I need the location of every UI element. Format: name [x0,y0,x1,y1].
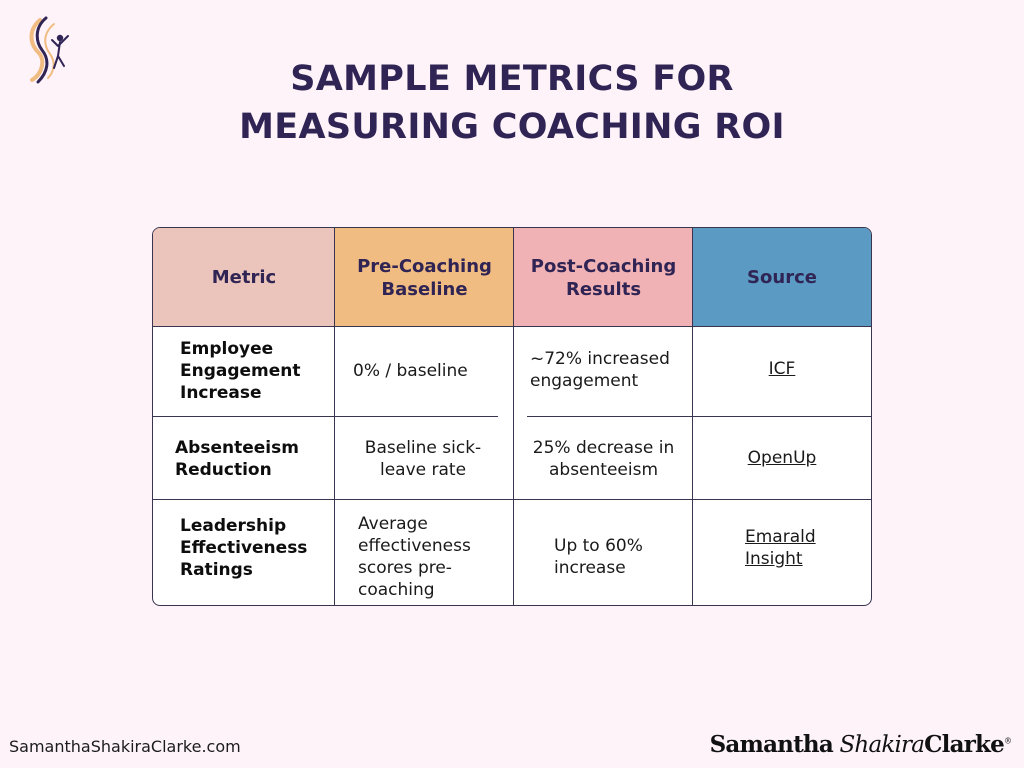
table-cell-post: Up to 60% increase [554,536,643,578]
row-divider [153,416,498,417]
header-source-label: Source [747,267,817,288]
table-cell-pre: 0% / baseline [353,361,468,381]
page-title: SAMPLE METRICS FOR MEASURING COACHING RO… [0,55,1024,151]
table-cell-metric: Employee Engagement Increase [180,339,301,403]
page-title-line-2: MEASURING COACHING ROI [239,107,785,147]
table-cell-metric: Absenteeism Reduction [175,438,299,480]
brand-first-name: Samantha [709,731,834,758]
brand-middle-name: Shakira [839,732,925,758]
header-post-coaching-label: Post-Coaching Results [530,255,677,300]
table-cell-pre: Baseline sick-leave rate [364,438,482,480]
registered-mark: ® [1004,736,1012,746]
table-cell-pre: Average effectiveness scores pre-coachin… [358,514,471,600]
dancer-figure-icon [29,16,69,84]
footer-brand-wordmark: Samantha ShakiraClarke® [710,731,1012,758]
table-cell-post: ~72% increased engagement [530,349,670,391]
page-title-line-1: SAMPLE METRICS FOR [290,59,734,99]
table-cell-metric: Leadership Effectiveness Ratings [180,516,308,580]
header-pre-coaching: Pre-Coaching Baseline [335,228,514,327]
table-cell-post: 25% decrease in absenteeism [532,438,675,480]
header-metric-label: Metric [211,267,277,288]
header-pre-coaching-label: Pre-Coaching Baseline [357,255,492,300]
column-divider [513,228,514,605]
row-divider [153,499,871,500]
header-metric: Metric [153,228,335,327]
source-link-openup[interactable]: OpenUp [747,448,817,468]
header-divider [153,326,871,327]
source-link-emerald-insight[interactable]: Emarald Insight [745,527,816,569]
row-divider [527,416,871,417]
brand-last-name: Clarke [924,731,1005,758]
metrics-table: Metric Pre-Coaching Baseline Post-Coachi… [152,227,872,606]
table-frame: Metric Pre-Coaching Baseline Post-Coachi… [152,227,872,606]
header-post-coaching: Post-Coaching Results [514,228,693,327]
header-source: Source [693,228,871,327]
source-link-icf[interactable]: ICF [768,359,796,379]
footer-website: SamanthaShakiraClarke.com [9,737,241,756]
